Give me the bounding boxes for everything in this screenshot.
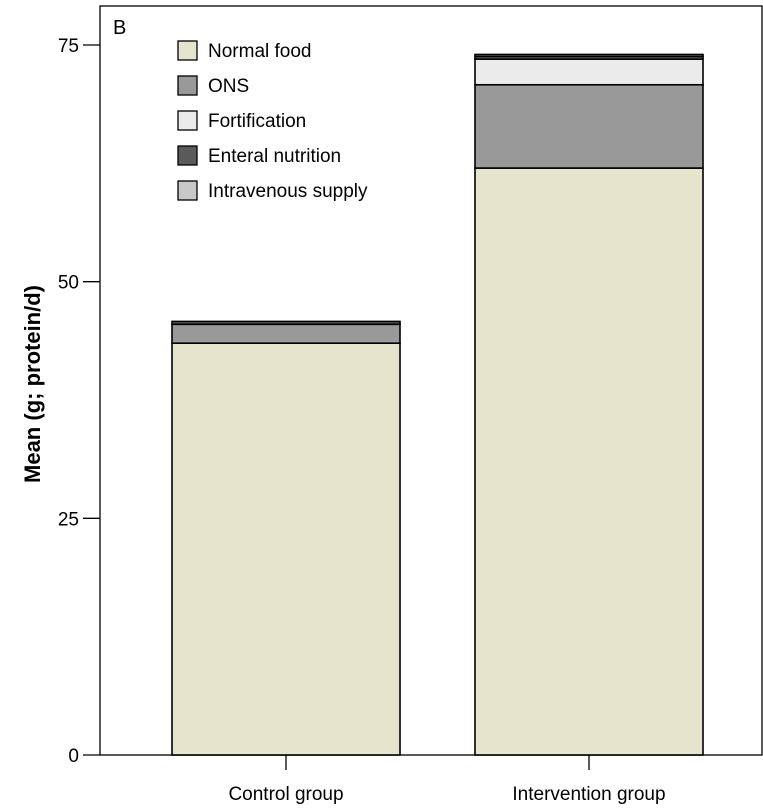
y-tick-label: 75 [58, 36, 79, 57]
x-axis: Control group Intervention group [228, 755, 666, 805]
legend-label: Enteral nutrition [208, 146, 341, 167]
plot-border [99, 5, 763, 756]
y-tick-label: 0 [68, 746, 79, 767]
legend-swatch [177, 110, 198, 131]
legend: Normal food ONS Fortification Enteral nutri… [177, 40, 368, 202]
bar-segment [474, 53, 704, 58]
bar-segment [474, 58, 704, 86]
legend-swatch [177, 145, 198, 166]
bar-segment [474, 83, 704, 169]
legend-label: Intravenous supply [208, 181, 368, 202]
panel-label: B [113, 17, 126, 39]
legend-swatch [177, 75, 198, 96]
legend-swatch [177, 40, 198, 61]
bar-segment [171, 342, 401, 756]
legend-swatch [177, 180, 198, 201]
bar-segment [474, 167, 704, 756]
bar-segment [171, 323, 401, 344]
y-axis-label: Mean (g; protein/d) [20, 285, 45, 483]
y-tick-label: 50 [58, 273, 79, 294]
bar-segment [171, 320, 401, 326]
legend-label: Fortification [208, 111, 306, 132]
x-tick-label: Control group [228, 784, 343, 805]
y-axis: 0 25 50 75 [58, 36, 100, 767]
plot-frame [99, 5, 763, 756]
legend-label: ONS [208, 76, 249, 97]
bars [171, 53, 704, 756]
legend-label: Normal food [208, 41, 312, 62]
y-tick-label: 25 [58, 509, 79, 530]
x-tick-label: Intervention group [512, 784, 665, 805]
